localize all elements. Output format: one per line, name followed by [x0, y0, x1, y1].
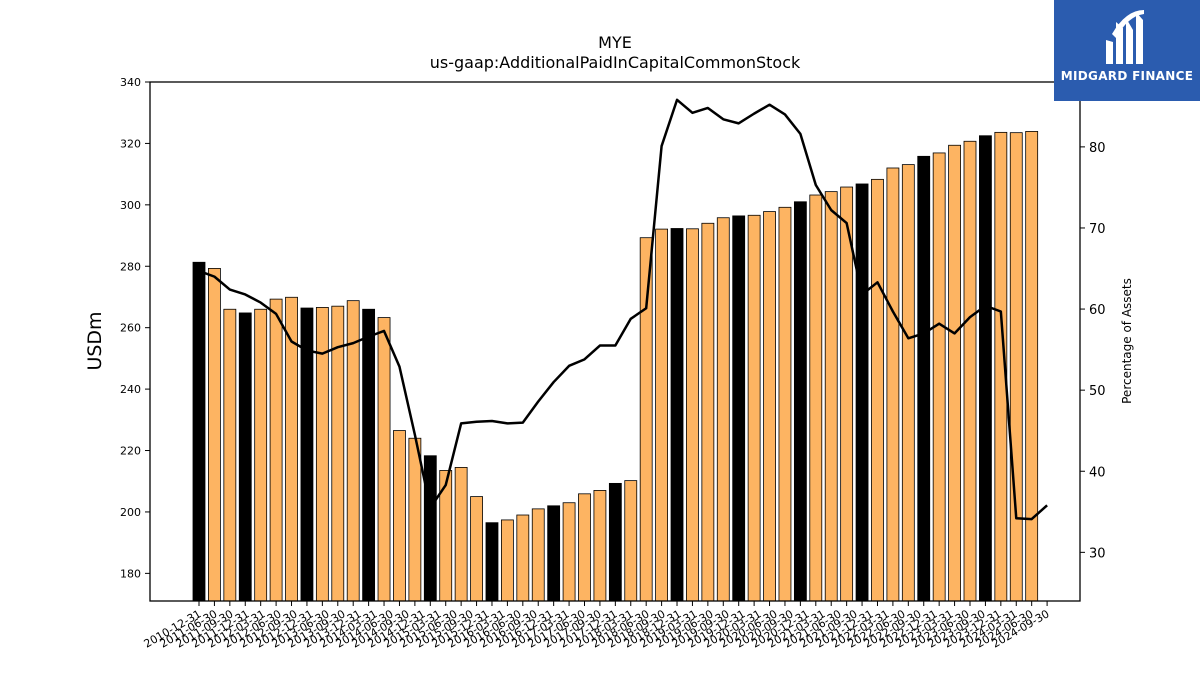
y-tick-label: 340: [120, 76, 141, 89]
y-tick-label: 260: [120, 322, 141, 335]
bar: [886, 167, 900, 602]
y-tick-label: 240: [120, 383, 141, 396]
bar: [1009, 132, 1023, 602]
y-axis-label: USDm: [84, 311, 106, 370]
bar: [362, 308, 376, 602]
bar: [562, 502, 576, 602]
logo-text: MIDGARD FINANCE: [1060, 69, 1194, 83]
bar: [192, 261, 206, 602]
y2-tick-label: 80: [1089, 141, 1106, 156]
bar: [809, 194, 823, 602]
bar: [871, 178, 884, 602]
bar: [393, 430, 406, 602]
bar: [547, 505, 561, 602]
chart-subtitle: us-gaap:AdditionalPaidInCapitalCommonSto…: [430, 53, 801, 72]
bar: [686, 228, 699, 602]
bar: [454, 467, 468, 602]
bar: [500, 519, 514, 602]
bar: [670, 228, 684, 602]
logo-mark-icon: [1106, 10, 1144, 64]
y2-axis-label: Percentage of Assets: [1120, 278, 1134, 404]
bar: [1025, 131, 1039, 602]
bar: [254, 308, 268, 602]
bar: [716, 217, 730, 602]
bar: [639, 237, 653, 602]
bar: [408, 437, 422, 602]
bar: [655, 228, 668, 602]
bar: [855, 183, 869, 602]
y2-tick-label: 60: [1089, 303, 1106, 318]
bars-group: [192, 131, 1039, 602]
y-tick-label: 280: [120, 260, 141, 273]
bar: [485, 522, 499, 602]
bar: [963, 140, 977, 602]
bar: [901, 164, 915, 602]
bar: [208, 268, 221, 602]
bar: [624, 480, 638, 602]
y2-tick-label: 70: [1089, 222, 1106, 237]
bar: [932, 152, 946, 602]
y-tick-label: 320: [120, 137, 141, 150]
bar: [778, 206, 792, 602]
bar: [979, 135, 992, 602]
bar: [423, 455, 437, 602]
bar: [223, 308, 237, 602]
y-tick-label: 220: [120, 445, 141, 458]
chart-title: MYE: [598, 33, 632, 52]
bar: [531, 508, 545, 602]
bar: [470, 496, 483, 602]
bar: [840, 186, 854, 602]
bar: [331, 305, 345, 602]
bar: [516, 514, 530, 602]
y-tick-label: 300: [120, 199, 141, 212]
bar: [608, 482, 622, 602]
line-group: [198, 98, 1048, 521]
bar: [793, 201, 807, 602]
y2-tick-label: 30: [1089, 546, 1106, 561]
company-logo: MIDGARD FINANCE: [1054, 0, 1200, 101]
y-tick-label: 180: [120, 567, 141, 580]
bar: [238, 312, 252, 602]
y2-tick-label: 50: [1089, 384, 1106, 399]
bar: [593, 490, 607, 602]
bar: [269, 298, 283, 602]
bar: [732, 215, 746, 602]
axes-group: 1802002202402602803003203403040506070802…: [120, 76, 1106, 651]
bar: [578, 493, 591, 602]
y2-tick-label: 40: [1089, 465, 1106, 480]
bar: [917, 155, 931, 602]
bar: [747, 214, 761, 602]
bar: [948, 144, 961, 602]
bar: [346, 300, 360, 602]
percentage-line: [198, 98, 1048, 521]
bar: [701, 222, 715, 602]
bar: [377, 317, 391, 602]
y-tick-label: 200: [120, 506, 141, 519]
bar: [763, 211, 776, 602]
bar: [824, 191, 838, 602]
